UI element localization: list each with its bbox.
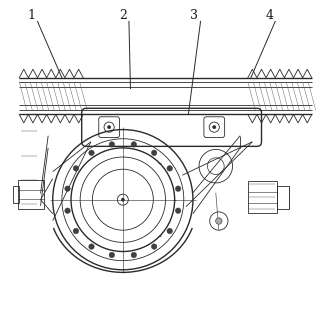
Circle shape (151, 244, 157, 249)
Circle shape (151, 150, 157, 156)
Circle shape (167, 228, 172, 234)
Circle shape (215, 218, 222, 224)
Circle shape (108, 126, 111, 129)
Circle shape (167, 166, 172, 171)
Text: 1: 1 (27, 9, 35, 22)
Circle shape (213, 126, 216, 129)
Text: 3: 3 (190, 9, 199, 22)
Text: 4: 4 (265, 9, 273, 22)
Circle shape (73, 166, 79, 171)
Circle shape (131, 142, 137, 147)
Circle shape (89, 244, 94, 249)
Text: 2: 2 (119, 9, 127, 22)
Bar (277, 186, 289, 209)
Bar (18, 180, 44, 209)
Circle shape (73, 228, 79, 234)
Circle shape (175, 186, 181, 192)
Circle shape (109, 252, 115, 258)
Circle shape (121, 198, 124, 201)
Circle shape (131, 252, 137, 258)
Circle shape (65, 186, 70, 192)
Circle shape (175, 208, 181, 213)
Circle shape (65, 208, 70, 213)
Bar (248, 181, 277, 213)
Circle shape (89, 150, 94, 156)
Bar (13, 186, 19, 203)
Circle shape (109, 142, 115, 147)
